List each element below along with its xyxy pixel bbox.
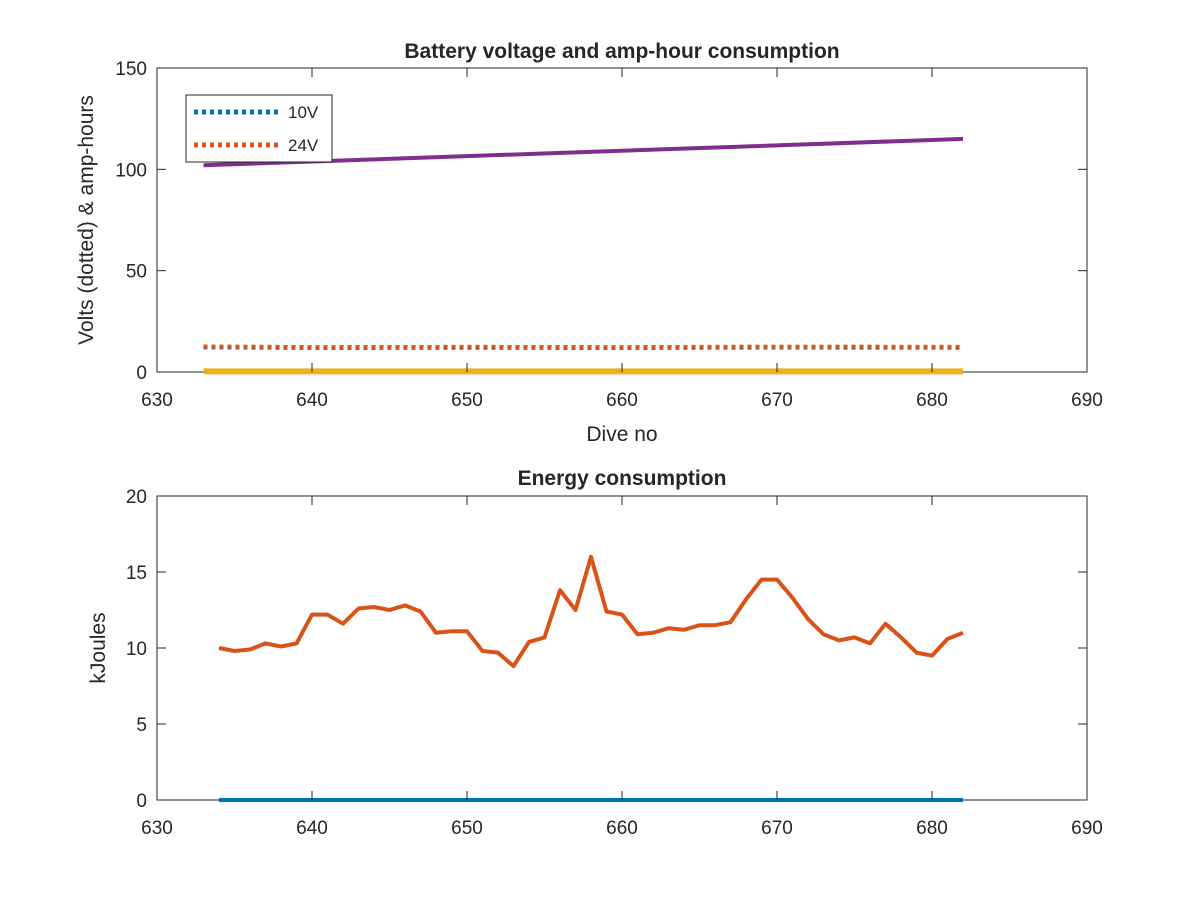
chart2-title: Energy consumption [518, 467, 727, 490]
y-tick-label: 50 [126, 262, 147, 283]
y-tick-label: 150 [115, 59, 147, 80]
x-tick-label: 660 [606, 818, 638, 839]
chart1-x-ticks: 630 640 650 660 670 680 690 [141, 68, 1103, 411]
y-tick-label: 20 [126, 487, 147, 508]
chart2-series-group [218, 554, 964, 802]
y-tick-label: 0 [136, 363, 147, 384]
x-tick-label: 640 [296, 390, 328, 411]
y-tick-label: 10 [126, 639, 147, 660]
chart1-title: Battery voltage and amp-hour consumption [404, 40, 839, 63]
chart2-plot-area [156, 495, 1088, 801]
chart2-y-ticks: 0 5 10 15 20 [126, 487, 1087, 812]
chart1-y-axis-label: Volts (dotted) & amp-hours [75, 95, 98, 345]
chart1-x-axis-label: Dive no [586, 423, 657, 446]
y-tick-label: 0 [136, 791, 147, 812]
x-tick-label: 680 [916, 390, 948, 411]
x-tick-label: 640 [296, 818, 328, 839]
voltage-chart: 630 640 650 660 670 680 690 0 50 100 150 Battery … [75, 40, 1103, 446]
x-tick-label: 650 [451, 818, 483, 839]
legend-label-10v: 10V [288, 103, 319, 122]
x-tick-label: 670 [761, 390, 793, 411]
y-tick-label: 15 [126, 563, 147, 584]
y-tick-label: 100 [115, 160, 147, 181]
x-tick-label: 630 [141, 390, 173, 411]
energy-chart: 630 640 650 660 670 680 690 0 5 10 15 20 Energy co… [87, 467, 1103, 839]
x-tick-label: 680 [916, 818, 948, 839]
x-tick-label: 650 [451, 390, 483, 411]
chart2-series-line-2 [218, 554, 964, 669]
x-tick-label: 690 [1071, 390, 1103, 411]
chart2-y-axis-label: kJoules [87, 612, 110, 683]
x-tick-label: 690 [1071, 818, 1103, 839]
chart1-series-24v [203, 344, 964, 350]
chart1-legend: 10V 24V [185, 94, 333, 163]
legend-box [185, 94, 333, 163]
chart1-y-ticks: 0 50 100 150 [115, 59, 1087, 384]
x-tick-label: 670 [761, 818, 793, 839]
legend-label-24v: 24V [288, 136, 319, 155]
y-tick-label: 5 [136, 715, 147, 736]
x-tick-label: 630 [141, 818, 173, 839]
x-tick-label: 660 [606, 390, 638, 411]
chart2-x-ticks: 630 640 650 660 670 680 690 [141, 496, 1103, 839]
